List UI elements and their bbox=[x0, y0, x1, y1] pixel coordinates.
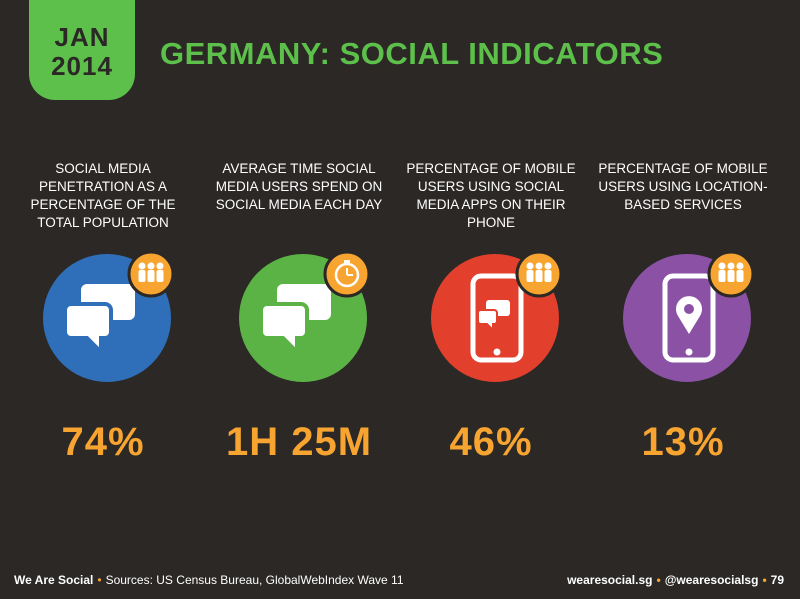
date-year: 2014 bbox=[51, 51, 113, 81]
phone-location-icon bbox=[623, 252, 753, 382]
indicator-label: AVERAGE TIME SOCIAL MEDIA USERS SPEND ON… bbox=[215, 161, 383, 212]
indicator-value: 46% bbox=[449, 420, 533, 464]
indicator-label: PERCENTAGE OF MOBILE USERS USING SOCIAL … bbox=[406, 161, 576, 230]
indicator-value: 1H 25M bbox=[225, 420, 373, 464]
indicator-value: 74% bbox=[61, 420, 145, 464]
indicator-label: PERCENTAGE OF MOBILE USERS USING LOCATIO… bbox=[598, 161, 768, 212]
indicator-value: 13% bbox=[641, 420, 725, 464]
date-month: JAN bbox=[54, 22, 110, 52]
people-badge-icon bbox=[707, 252, 753, 298]
page-number: 79 bbox=[770, 573, 784, 587]
indicator-location-services: PERCENTAGE OF MOBILE USERS USING LOCATIO… bbox=[588, 160, 778, 464]
page-title: GERMANY: SOCIAL INDICATORS bbox=[160, 36, 664, 71]
phone-chat-icon bbox=[431, 252, 561, 382]
indicator-mobile-social-apps: PERCENTAGE OF MOBILE USERS USING SOCIAL … bbox=[396, 160, 586, 464]
indicator-social-penetration: SOCIAL MEDIA PENETRATION AS A PERCENTAGE… bbox=[8, 160, 198, 464]
chat-bubbles-icon bbox=[43, 252, 173, 382]
people-badge-icon bbox=[127, 252, 173, 298]
clock-badge-icon bbox=[323, 252, 369, 298]
footer-sources-text: Sources: US Census Bureau, GlobalWebInde… bbox=[105, 573, 404, 587]
indicator-label: SOCIAL MEDIA PENETRATION AS A PERCENTAGE… bbox=[30, 161, 176, 230]
date-badge: JAN 2014 bbox=[29, 0, 135, 100]
footer-sources: We Are Social • Sources: US Census Bureau,… bbox=[14, 573, 404, 587]
chat-bubbles-icon bbox=[239, 252, 369, 382]
indicator-time-spent: AVERAGE TIME SOCIAL MEDIA USERS SPEND ON… bbox=[204, 160, 394, 464]
footer-handle-link[interactable]: @wearesocialsg bbox=[664, 573, 759, 587]
footer-brand: We Are Social bbox=[14, 573, 94, 587]
people-badge-icon bbox=[515, 252, 561, 298]
footer-site-link[interactable]: wearesocial.sg bbox=[567, 573, 653, 587]
footer-links: wearesocial.sg • @wearesocialsg • 79 bbox=[567, 573, 784, 587]
